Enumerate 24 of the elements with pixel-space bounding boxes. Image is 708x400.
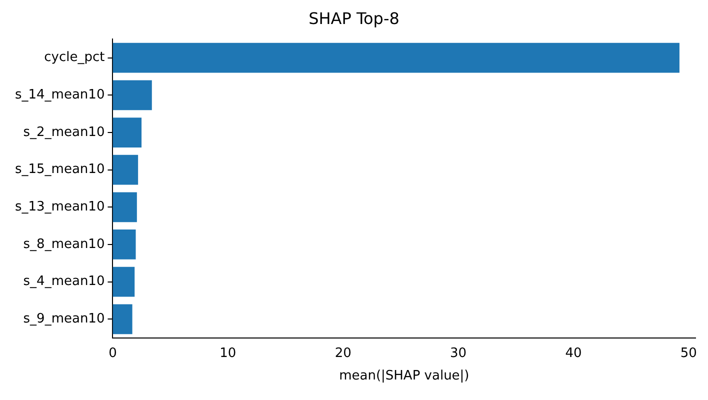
y-tick-label: s_8_mean10 [23, 236, 105, 252]
y-tick-label: s_14_mean10 [14, 88, 105, 103]
x-tick-label: 30 [450, 346, 467, 361]
x-tick-label: 50 [680, 346, 697, 361]
y-tick-label: cycle_pct [44, 50, 105, 66]
bar [112, 230, 136, 260]
bar [112, 154, 138, 185]
x-tick-label: 0 [108, 346, 117, 361]
y-tick-label: s_4_mean10 [23, 274, 105, 290]
x-tick-label: 20 [334, 346, 352, 361]
x-tick-label: 10 [220, 346, 236, 361]
y-tick-label: s_9_mean10 [23, 312, 105, 327]
y-tick-label: s_15_mean10 [14, 162, 105, 178]
bar [112, 266, 135, 297]
y-tick-label: s_13_mean10 [14, 200, 105, 215]
bar [112, 42, 680, 73]
bar [112, 118, 142, 148]
bar [112, 192, 137, 222]
bar [112, 80, 152, 110]
x-tick-label: 40 [565, 346, 582, 361]
bar [112, 304, 132, 334]
chart-title: SHAP Top-8 [308, 8, 400, 28]
y-tick-label: s_2_mean10 [23, 124, 105, 140]
x-axis-title: mean(|SHAP value|) [339, 368, 470, 384]
